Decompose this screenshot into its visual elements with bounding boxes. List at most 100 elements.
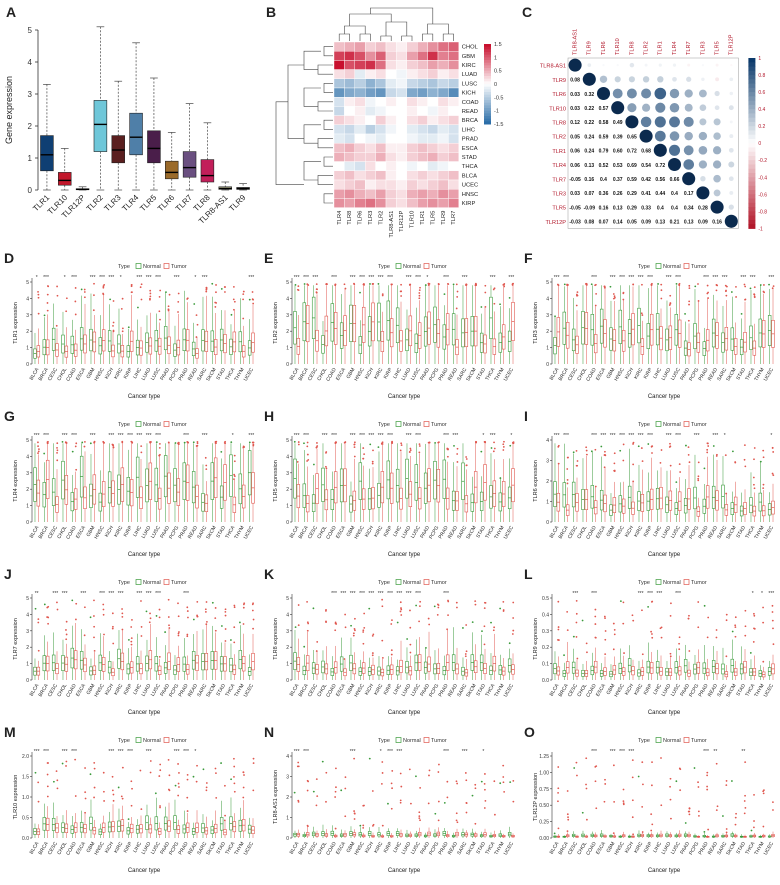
significance-mark: ***	[675, 275, 681, 281]
outlier-point	[37, 445, 39, 448]
outlier-point	[446, 780, 449, 783]
corr-value: 0.37	[613, 177, 623, 183]
y-axis-title: TLR8 expression	[273, 618, 279, 660]
heat-cell	[416, 179, 428, 190]
outlier-point	[43, 314, 46, 317]
outlier-point	[557, 628, 560, 631]
col-label: TLR8-AS1	[389, 211, 395, 238]
outlier-point	[233, 757, 235, 760]
heat-cell	[375, 198, 387, 208]
significance-mark: ***	[71, 749, 77, 755]
outlier-point	[455, 812, 458, 815]
outlier-point	[464, 653, 467, 655]
outlier-point	[177, 602, 179, 605]
corr-value: 0.65	[627, 134, 637, 140]
outlier-point	[34, 607, 37, 610]
significance-mark: *	[426, 275, 428, 281]
outlier-point	[242, 293, 245, 296]
outlier-point	[566, 790, 569, 792]
significance-mark: ***	[183, 749, 189, 755]
legend-label: Normal	[403, 422, 421, 428]
heat-cell	[427, 124, 439, 135]
outlier-point	[224, 814, 226, 817]
outlier-point	[46, 309, 49, 312]
significance-mark: ***	[43, 433, 49, 439]
outlier-point	[343, 283, 346, 286]
outlier-point	[111, 612, 114, 615]
heat-cell	[344, 106, 356, 116]
outlier-point	[557, 626, 560, 628]
col-dendrogram	[401, 35, 413, 41]
outlier-point	[613, 469, 616, 472]
corr-value: 0.07	[584, 191, 594, 197]
outlier-point	[669, 785, 671, 788]
heat-cell	[344, 133, 356, 144]
outlier-point	[612, 622, 615, 625]
outlier-point	[121, 797, 124, 800]
legend-title: Type	[378, 580, 390, 586]
outlier-point	[233, 460, 236, 463]
legend-swatch	[748, 117, 756, 123]
outlier-point	[52, 780, 55, 783]
significance-mark: ***	[378, 433, 384, 439]
corr-value: 0.24	[584, 134, 594, 140]
heat-cell	[448, 78, 459, 89]
diag-circle	[611, 101, 625, 115]
outlier-point	[744, 807, 747, 809]
y-tick-label: 1	[546, 500, 549, 506]
outlier-point	[740, 312, 743, 315]
legend-label: 0.6	[758, 90, 765, 96]
box-tlr5	[147, 130, 161, 164]
outlier-point	[557, 600, 560, 603]
outlier-point	[177, 292, 180, 295]
x-axis-title: Cancer type	[128, 868, 161, 874]
outlier-point	[744, 285, 747, 288]
col-label: TLR9	[441, 211, 447, 225]
row-label: LUSC	[462, 81, 477, 87]
row-dendrogram	[323, 156, 333, 167]
corr-circle	[684, 103, 693, 112]
outlier-point	[752, 476, 755, 479]
x-tick-label: GBM	[86, 525, 97, 538]
outlier-point	[707, 445, 710, 447]
outlier-point	[353, 441, 356, 444]
heat-cell	[448, 115, 459, 125]
y-tick-label: 2.0	[22, 754, 29, 760]
outlier-point	[186, 610, 189, 612]
outlier-point	[93, 441, 96, 444]
x-tick-label: UCEC	[503, 683, 515, 699]
x-tick-label: HNSC	[613, 841, 625, 857]
outlier-point	[112, 799, 115, 802]
outlier-point	[167, 758, 170, 761]
x-tick-label: GBM	[346, 841, 357, 854]
outlier-point	[186, 796, 189, 799]
significance-mark: ***	[722, 275, 728, 281]
panel-letter: H	[264, 408, 275, 424]
outlier-point	[335, 786, 337, 789]
outlier-point	[400, 444, 403, 447]
outlier-point	[195, 445, 198, 448]
y-tick-label: 3	[546, 459, 549, 465]
outlier-point	[594, 283, 597, 286]
heat-cell	[364, 106, 376, 116]
outlier-point	[192, 441, 195, 444]
corr-circle	[672, 63, 677, 67]
outlier-point	[503, 440, 505, 443]
significance-mark: ***	[127, 433, 133, 439]
outlier-point	[224, 784, 226, 787]
x-tick-label: HNSC	[93, 841, 105, 857]
outlier-point	[650, 284, 653, 286]
heat-cell	[396, 179, 407, 190]
outlier-point	[427, 617, 430, 620]
outlier-point	[707, 828, 710, 831]
x-tick-label: KIRP	[383, 366, 394, 380]
outlier-point	[381, 761, 384, 763]
outlier-point	[56, 459, 59, 462]
legend-swatch	[748, 70, 756, 76]
corr-circle	[654, 130, 666, 142]
outlier-point	[678, 648, 681, 651]
row-label: UCEC	[462, 183, 478, 189]
outlier-point	[600, 445, 603, 448]
significance-mark: ***	[118, 749, 124, 755]
significance-mark: ***	[183, 433, 189, 439]
